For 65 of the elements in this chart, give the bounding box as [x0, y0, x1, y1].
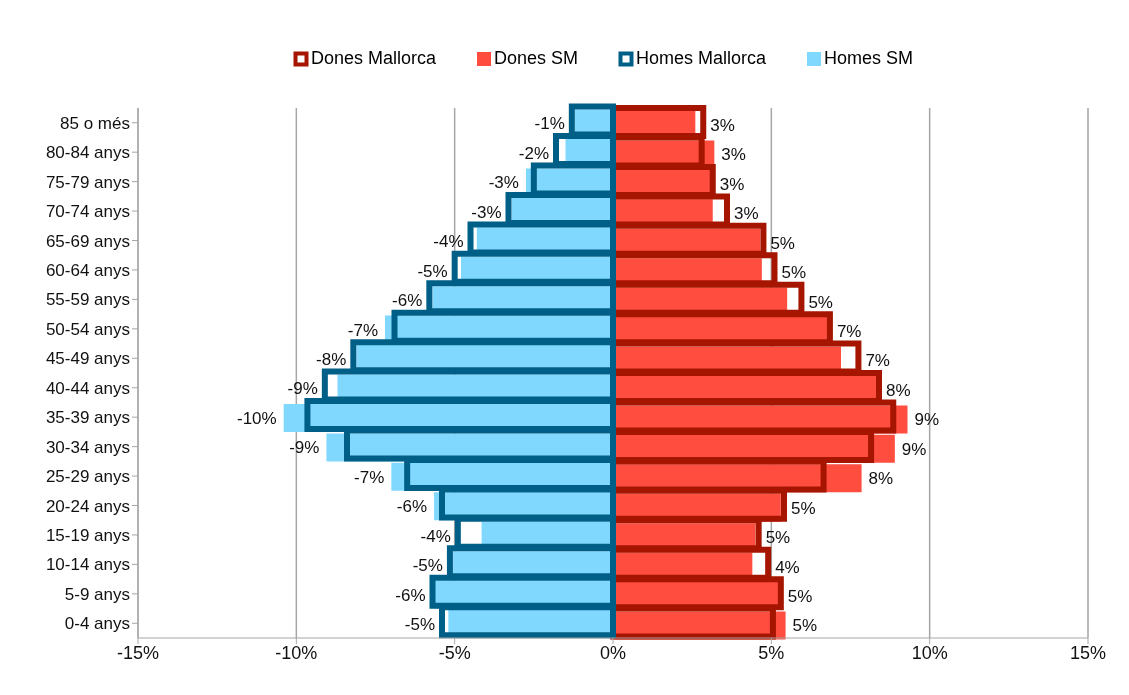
y-tick-label: 40-44 anys	[45, 378, 130, 398]
y-tick-label: 25-29 anys	[45, 467, 130, 487]
y-tick-label: 80-84 anys	[45, 143, 130, 163]
data-label: -6%	[395, 585, 426, 605]
data-label: -9%	[289, 438, 320, 458]
data-label: 7%	[865, 351, 890, 371]
x-tick-label: 10%	[911, 642, 948, 663]
data-label: -7%	[354, 467, 385, 487]
data-label: 5%	[765, 528, 791, 548]
data-label: -5%	[417, 261, 448, 281]
data-label: -1%	[534, 114, 565, 134]
data-label: 9%	[901, 439, 927, 459]
y-tick-label: 60-64 anys	[45, 260, 130, 280]
y-tick-label: 75-79 anys	[45, 172, 130, 192]
x-tick-label: -10%	[275, 642, 318, 663]
data-label: -4%	[420, 526, 451, 546]
data-label: -10%	[236, 408, 277, 428]
data-label: 5%	[792, 616, 818, 636]
data-label: -3%	[471, 202, 502, 222]
y-tick-label: 10-14 anys	[45, 555, 130, 575]
data-label: 8%	[868, 469, 894, 489]
data-label: 3%	[719, 174, 745, 194]
y-tick-label: 70-74 anys	[45, 202, 130, 222]
x-tick-label: -15%	[116, 642, 160, 663]
data-label: 5%	[787, 587, 813, 607]
data-label: -7%	[347, 320, 378, 340]
data-label: 3%	[721, 145, 746, 165]
y-tick-label: 55-59 anys	[45, 290, 130, 310]
y-tick-label: 35-39 anys	[45, 408, 130, 428]
legend-label: Homes SM	[824, 48, 914, 69]
data-label: -8%	[316, 350, 347, 370]
data-label: 5%	[781, 263, 807, 283]
y-tick-label: 15-19 anys	[45, 525, 130, 545]
y-tick-label: 0-4 anys	[64, 614, 130, 634]
data-label: -6%	[396, 497, 428, 517]
x-tick-label: -5%	[438, 642, 471, 663]
x-tick-label: 15%	[1069, 642, 1107, 663]
data-label: 7%	[836, 322, 862, 342]
data-label: -4%	[433, 232, 464, 252]
data-label: 9%	[914, 410, 940, 430]
data-label: 5%	[808, 292, 833, 312]
data-label: -5%	[404, 615, 435, 635]
data-label: 3%	[710, 115, 735, 135]
data-label: -5%	[412, 556, 443, 576]
data-label: 8%	[886, 380, 911, 400]
legend-label: Dones SM	[493, 48, 579, 69]
y-tick-label: 45-49 anys	[45, 349, 130, 369]
legend-label: Homes Mallorca	[636, 48, 767, 69]
y-tick-label: 65-69 anys	[45, 231, 130, 251]
y-tick-label: 30-34 anys	[45, 437, 130, 457]
x-tick-label: 5%	[758, 642, 785, 663]
x-tick-label: 0%	[599, 642, 627, 663]
data-label: -6%	[392, 291, 423, 311]
y-tick-label: 20-24 anys	[45, 496, 130, 516]
data-label: 5%	[770, 233, 795, 253]
y-tick-label: 85 o més	[60, 113, 130, 133]
legend-label: Dones Mallorca	[310, 48, 436, 69]
data-label: 4%	[775, 557, 800, 577]
y-tick-label: 50-54 anys	[45, 319, 130, 339]
y-tick-label: 5-9 anys	[64, 584, 130, 604]
data-label: -3%	[488, 173, 519, 193]
data-label: -9%	[287, 379, 318, 399]
data-label: 5%	[791, 498, 816, 518]
data-label: -2%	[518, 143, 549, 163]
data-label: 3%	[734, 204, 759, 224]
